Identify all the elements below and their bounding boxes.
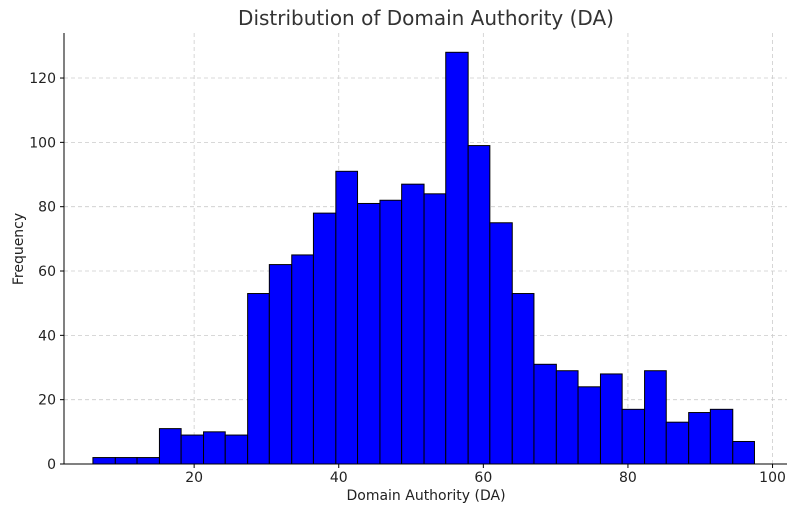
- x-tick-label: 80: [619, 470, 637, 486]
- y-axis-label: Frequency: [11, 213, 27, 285]
- histogram-bar: [423, 193, 447, 465]
- histogram-bar: [644, 370, 667, 465]
- histogram-bar: [467, 145, 491, 465]
- histogram-bar: [224, 434, 249, 465]
- x-tick-label: 60: [474, 470, 492, 486]
- histogram-bar: [114, 457, 138, 465]
- histogram-bar: [401, 183, 425, 465]
- x-axis-label: Domain Authority (DA): [346, 488, 505, 504]
- histogram-bar: [203, 431, 226, 465]
- histogram-bar: [335, 170, 359, 465]
- y-tick-label: 20: [38, 393, 56, 409]
- y-tick-label: 100: [29, 135, 56, 151]
- histogram-bar: [268, 264, 293, 465]
- histogram-bar: [577, 386, 601, 465]
- histogram-bar: [180, 434, 205, 465]
- histogram-bar: [533, 363, 557, 465]
- y-tick-label: 0: [47, 457, 56, 473]
- histogram-bar: [92, 457, 116, 465]
- histogram-bar: [312, 212, 337, 465]
- x-tick-label: 100: [759, 470, 786, 486]
- histogram-bar: [136, 457, 160, 465]
- chart-title: Distribution of Domain Authority (DA): [238, 6, 614, 30]
- histogram-bar: [555, 370, 579, 465]
- histogram-bar: [599, 373, 623, 465]
- y-tick-label: 120: [29, 71, 56, 87]
- histogram-bar: [489, 222, 513, 465]
- histogram-bar: [158, 428, 182, 465]
- histogram-bar: [247, 293, 270, 465]
- histogram-bar: [688, 412, 711, 465]
- histogram-bar: [665, 421, 690, 465]
- histogram-bar: [357, 202, 381, 465]
- histogram-bar: [709, 408, 734, 465]
- x-tick-label: 40: [330, 470, 348, 486]
- histogram-bar: [621, 408, 646, 465]
- x-tick-label: 20: [185, 470, 203, 486]
- y-tick-label: 60: [38, 264, 56, 280]
- histogram-bar: [379, 199, 403, 465]
- histogram-bars: [92, 51, 755, 465]
- y-tick-label: 40: [38, 328, 56, 344]
- histogram-bar: [445, 51, 469, 465]
- histogram-bar: [732, 440, 755, 465]
- y-tick-label: 80: [38, 200, 56, 216]
- histogram-bar: [291, 254, 314, 465]
- tick-labels: 20 40 60 80 100 0 20 40 60 80 100 120: [29, 71, 786, 486]
- axes: [60, 33, 787, 468]
- histogram-bar: [511, 293, 535, 465]
